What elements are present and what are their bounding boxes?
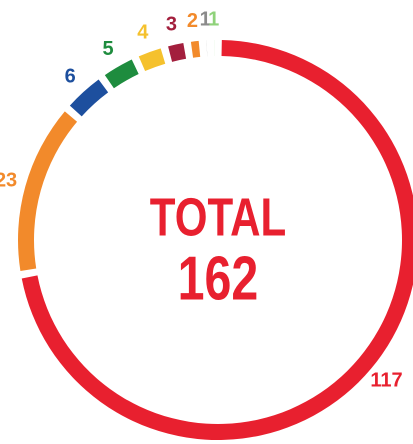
- center-total: 162: [178, 244, 259, 313]
- donut-segment: [104, 59, 139, 89]
- donut-segment: [18, 111, 78, 271]
- donut-segment: [206, 40, 208, 57]
- segment-label: 23: [0, 169, 17, 191]
- segment-label: 2: [187, 10, 198, 32]
- donut-segment: [138, 48, 166, 72]
- segment-label: 4: [137, 22, 149, 44]
- donut-segment: [190, 40, 201, 58]
- segment-label: 5: [102, 38, 113, 60]
- center-title: TOTAL: [150, 187, 286, 247]
- donut-segment: [69, 79, 109, 117]
- segment-label: 117: [370, 370, 402, 392]
- segment-label: 1: [200, 9, 211, 31]
- donut-segment: [168, 43, 187, 62]
- segment-label: 1: [208, 8, 219, 30]
- segment-label: 3: [166, 13, 177, 35]
- segment-label: 6: [65, 65, 76, 87]
